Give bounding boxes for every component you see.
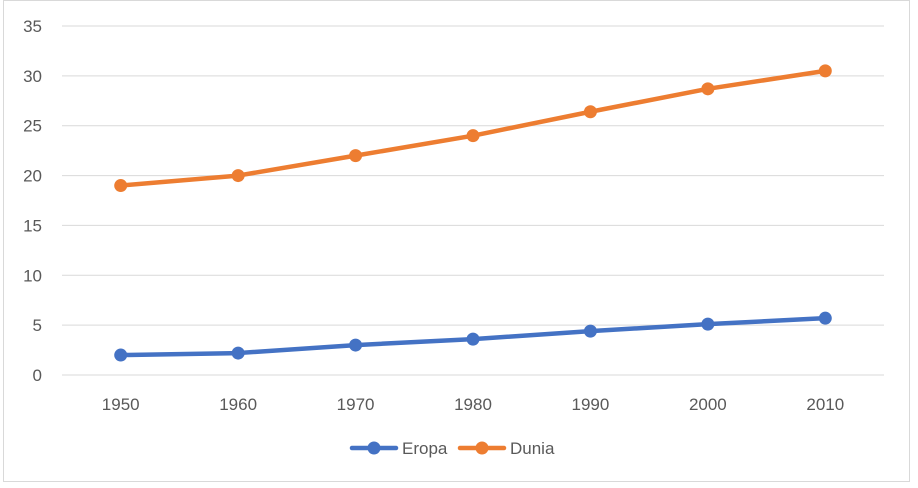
data-point-dunia <box>114 179 128 193</box>
series-dunia <box>114 64 832 193</box>
data-point-eropa <box>818 311 832 325</box>
x-tick-label: 1970 <box>337 395 375 414</box>
x-tick-label: 1990 <box>572 395 610 414</box>
y-axis-tick-labels: 0 5 10 15 20 25 30 35 <box>23 17 42 385</box>
x-tick-label: 1950 <box>102 395 140 414</box>
x-tick-label: 1980 <box>454 395 492 414</box>
x-tick-label: 2010 <box>806 395 844 414</box>
series-eropa <box>114 311 832 362</box>
series-lines <box>114 64 832 362</box>
data-point-dunia <box>701 82 715 96</box>
legend[interactable]: Eropa Dunia <box>349 439 555 458</box>
y-tick-label: 15 <box>23 216 42 235</box>
y-tick-label: 30 <box>23 67 42 86</box>
data-point-dunia <box>466 129 480 143</box>
data-point-eropa <box>466 332 480 346</box>
legend-dot-marker <box>475 441 489 455</box>
y-tick-label: 10 <box>23 266 42 285</box>
x-axis-tick-labels: 1950 1960 1970 1980 1990 2000 2010 <box>102 395 844 414</box>
y-tick-label: 20 <box>23 167 42 186</box>
legend-item-dunia[interactable]: Dunia <box>457 439 555 458</box>
y-tick-label: 35 <box>23 17 42 36</box>
legend-label: Dunia <box>510 439 555 458</box>
data-point-eropa <box>701 317 715 331</box>
data-point-dunia <box>818 64 832 78</box>
data-point-dunia <box>231 169 245 183</box>
data-point-eropa <box>583 324 597 338</box>
legend-label: Eropa <box>402 439 448 458</box>
legend-item-eropa[interactable]: Eropa <box>349 439 448 458</box>
data-point-eropa <box>231 346 245 360</box>
data-point-eropa <box>114 348 128 362</box>
x-tick-label: 2000 <box>689 395 727 414</box>
data-point-eropa <box>349 338 363 352</box>
y-tick-label: 0 <box>33 366 42 385</box>
legend-dot-marker <box>367 441 381 455</box>
data-point-dunia <box>349 149 363 163</box>
gridlines <box>62 25 884 376</box>
series-line-dunia <box>118 68 828 188</box>
y-tick-label: 5 <box>33 316 42 335</box>
y-tick-label: 25 <box>23 117 42 136</box>
data-point-dunia <box>583 105 597 119</box>
x-tick-label: 1960 <box>219 395 257 414</box>
